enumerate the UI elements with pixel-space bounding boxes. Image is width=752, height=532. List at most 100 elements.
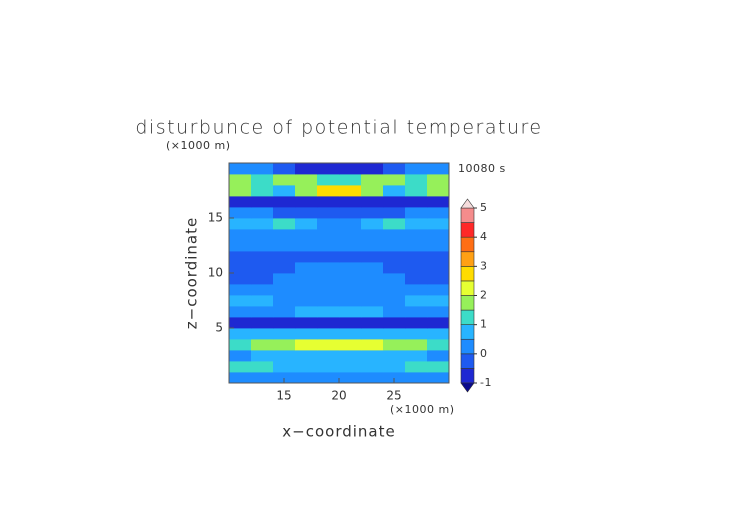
- contour-cell: [361, 262, 384, 274]
- contour-cell: [405, 262, 428, 274]
- y-tick-label: 10: [208, 266, 223, 280]
- contour-cell: [383, 229, 406, 241]
- contour-cell: [427, 174, 450, 186]
- colorbar-box: [460, 207, 475, 223]
- colorbar-box: [460, 309, 475, 325]
- contour-cell: [273, 295, 296, 307]
- contour-cell: [251, 196, 274, 208]
- contour-cell: [295, 207, 318, 219]
- contour-cell: [273, 240, 296, 252]
- contour-cell: [251, 317, 274, 329]
- contour-cell: [317, 306, 340, 318]
- contour-cell: [383, 273, 406, 285]
- contour-cell: [339, 317, 362, 329]
- colorbar-tick-label: 5: [480, 201, 488, 214]
- contour-cell: [339, 350, 362, 362]
- contour-cell: [251, 207, 274, 219]
- contour-cell: [295, 185, 318, 197]
- chart-title: disturbunce of potential temperature: [135, 117, 542, 139]
- contour-cell: [427, 218, 450, 230]
- contour-cell: [405, 339, 428, 351]
- contour-cell: [317, 174, 340, 186]
- colorbar-box: [460, 251, 475, 267]
- contour-cell: [295, 284, 318, 296]
- contour-cell: [361, 229, 384, 241]
- colorbar-box: [460, 236, 475, 253]
- contour-cell: [273, 185, 296, 197]
- contour-cell: [361, 350, 384, 362]
- contour-cell: [273, 163, 296, 175]
- contour-field: [229, 163, 450, 384]
- x-tick-label: 25: [386, 389, 401, 403]
- contour-cell: [339, 306, 362, 318]
- colorbar-box: [460, 324, 475, 340]
- contour-cell: [339, 163, 362, 175]
- contour-cell: [361, 273, 384, 285]
- contour-cell: [251, 251, 274, 263]
- contour-cell: [229, 229, 252, 241]
- contour-cell: [427, 350, 450, 362]
- contour-cell: [229, 196, 252, 208]
- contour-cell: [229, 240, 252, 252]
- contour-cell: [427, 361, 450, 373]
- contour-cell: [317, 196, 340, 208]
- contour-cell: [427, 295, 450, 307]
- contour-cell: [427, 284, 450, 296]
- contour-cell: [383, 295, 406, 307]
- contour-cell: [405, 229, 428, 241]
- colorbar-box: [460, 353, 475, 369]
- contour-cell: [339, 295, 362, 307]
- contour-cell: [273, 339, 296, 351]
- contour-cell: [361, 218, 384, 230]
- x-tick-label: 20: [331, 389, 346, 403]
- contour-cell: [427, 339, 450, 351]
- contour-cell: [317, 262, 340, 274]
- contour-cell: [273, 350, 296, 362]
- contour-cell: [229, 273, 252, 285]
- contour-cell: [273, 196, 296, 208]
- contour-cell: [317, 339, 340, 351]
- contour-cell: [273, 372, 296, 384]
- contour-cell: [427, 273, 450, 285]
- contour-cell: [405, 218, 428, 230]
- contour-cell: [295, 196, 318, 208]
- contour-cell: [251, 273, 274, 285]
- contour-cell: [317, 317, 340, 329]
- contour-cell: [427, 240, 450, 252]
- y-axis-label: z−coordinate: [183, 217, 201, 329]
- contour-cell: [339, 262, 362, 274]
- contour-cell: [251, 328, 274, 340]
- contour-cell: [273, 251, 296, 263]
- colorbar-tick-label: 3: [480, 259, 488, 272]
- colorbar-box: [460, 266, 475, 282]
- contour-cell: [229, 350, 252, 362]
- contour-cell: [251, 339, 274, 351]
- contour-cell: [339, 328, 362, 340]
- contour-cell: [273, 273, 296, 285]
- contour-cell: [295, 262, 318, 274]
- colorbar-box: [460, 222, 475, 238]
- contour-cell: [361, 174, 384, 186]
- contour-cell: [229, 185, 252, 197]
- contour-cell: [405, 273, 428, 285]
- contour-cell: [251, 372, 274, 384]
- contour-cell: [229, 317, 252, 329]
- contour-cell: [361, 240, 384, 252]
- contour-cell: [273, 229, 296, 241]
- contour-cell: [229, 328, 252, 340]
- contour-cell: [361, 207, 384, 219]
- contour-cell: [317, 328, 340, 340]
- contour-cell: [251, 306, 274, 318]
- contour-cell: [339, 185, 362, 197]
- contour-cell: [251, 185, 274, 197]
- contour-cell: [383, 328, 406, 340]
- contour-cell: [361, 185, 384, 197]
- x-unit: (×1000 m): [390, 403, 455, 416]
- contour-cell: [427, 251, 450, 263]
- contour-cell: [295, 174, 318, 186]
- contour-cell: [317, 361, 340, 373]
- contour-cell: [383, 251, 406, 263]
- contour-cell: [251, 240, 274, 252]
- contour-cell: [361, 361, 384, 373]
